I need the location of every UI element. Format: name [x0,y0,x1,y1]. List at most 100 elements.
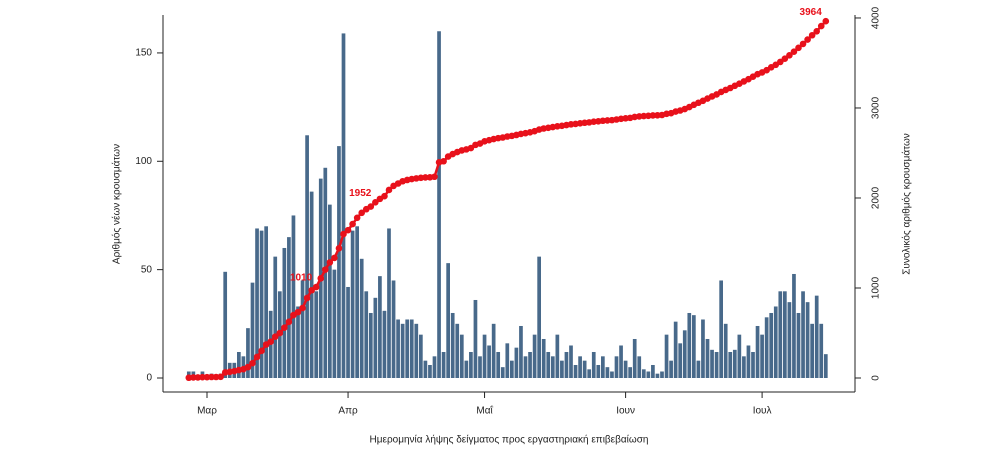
bar [259,230,264,378]
y2-tick-label: 0 [871,375,882,381]
line-point [786,52,793,59]
bar [391,280,396,378]
bar [482,334,487,378]
line-point [326,259,334,266]
line-point [813,27,820,35]
bar [291,215,296,378]
line-point [340,230,347,238]
bar [382,310,387,378]
line-point [294,308,302,316]
bar [751,351,755,378]
bar [787,302,792,378]
bar [368,312,373,378]
bar [682,330,687,378]
line-point [299,304,306,312]
bar [287,237,291,378]
bar [582,360,587,378]
bar [414,323,419,378]
bar [710,349,714,378]
bar [596,364,601,378]
bar [364,291,369,378]
bar [723,323,728,378]
bar [641,369,646,378]
bar [396,319,400,378]
x-tick-label: Μαΐ [476,405,493,417]
bar [687,312,692,378]
y2-tick-label: 1000 [871,276,882,299]
bar [541,338,546,378]
bar [473,299,478,378]
y-tick-label: 100 [135,156,152,167]
bar [505,343,510,378]
x-axis-label: Ημερομηνία λήψης δείγματος προς εργαστηρ… [370,434,649,446]
line-point [267,338,275,346]
bar [796,312,801,378]
x-tick-label: Απρ [338,406,358,417]
bar [423,360,428,378]
line-point [312,283,320,291]
bar [469,351,473,378]
bar [250,282,255,378]
bar [705,338,710,378]
bar [637,356,642,378]
bar [560,360,564,378]
bar [742,356,746,378]
bar [783,291,787,378]
line-point [808,31,816,39]
bar [546,351,551,378]
bar [760,334,764,378]
bar [387,228,391,378]
bar [537,256,541,378]
line-point [317,275,325,282]
bar [300,280,305,378]
bar [623,360,628,378]
bar [669,360,673,378]
x-tick-label: Μαρ [197,406,217,417]
line-point [217,373,224,381]
bar [550,356,555,378]
line-point [795,44,802,52]
bar [350,230,355,378]
bar [619,345,623,378]
line-point [790,48,798,56]
bar [373,297,378,378]
line-point [281,324,288,331]
bar [437,31,441,379]
bar [296,306,300,378]
line-point [276,329,284,337]
bar [309,191,314,378]
line-point [349,220,356,228]
bar [810,323,814,378]
y-tick-label: 50 [141,264,153,275]
line-point [249,359,256,367]
line-point [335,244,343,252]
bar [500,367,505,378]
x-tick-label: Ιουλ [753,406,772,417]
bar [273,256,278,378]
line-point [367,203,375,210]
data-label: 1010 [290,273,313,284]
bar [519,325,523,378]
bar [346,286,350,378]
line-point [799,40,807,48]
line-point [344,226,352,234]
bar [696,360,701,378]
bar [305,135,309,378]
bar [510,360,514,378]
bar [655,373,660,378]
line-point [244,363,252,371]
bar [737,334,742,378]
bar [587,369,592,378]
bar [632,338,637,378]
bar [496,351,501,378]
bar [605,367,610,378]
bar [223,271,228,378]
bar [732,349,737,378]
bar [591,351,596,378]
bar [359,258,364,378]
bar [478,356,482,378]
bar [314,291,319,378]
bar [264,226,268,378]
bar [514,347,519,378]
